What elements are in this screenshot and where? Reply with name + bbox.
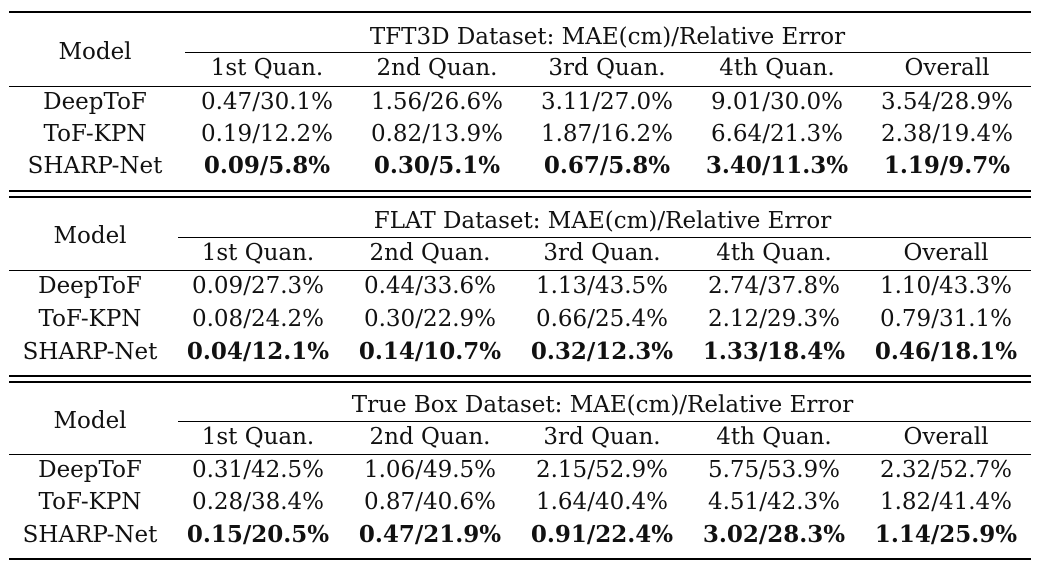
table-cell: 0.66/25.4%: [535, 306, 669, 332]
column-header: 4th Quan.: [719, 55, 835, 81]
separator-rule: [9, 196, 1031, 198]
table-cell: 0.31/42.5%: [191, 457, 325, 483]
column-header: 2nd Quan.: [369, 424, 491, 450]
separator-rule: [9, 381, 1031, 383]
title-rule: [185, 52, 1031, 53]
title-rule: [178, 237, 1031, 238]
table-cell: 1.13/43.5%: [535, 273, 669, 299]
separator-rule: [9, 190, 1031, 192]
column-header: 2nd Quan.: [376, 55, 498, 81]
table-cell: 2.74/37.8%: [707, 273, 841, 299]
table-cell-best: 0.46/18.1%: [874, 338, 1018, 365]
model-name: SHARP-Net: [22, 339, 158, 365]
table-cell-best: 0.15/20.5%: [186, 521, 330, 548]
table-title: True Box Dataset: MAE(cm)/Relative Error: [351, 392, 854, 418]
table-cell: 0.82/13.9%: [370, 121, 504, 147]
table-cell-best: 0.30/5.1%: [373, 152, 501, 179]
table-cell-best: 1.33/18.4%: [702, 338, 846, 365]
model-name: ToF-KPN: [43, 121, 147, 147]
model-name: DeepToF: [38, 457, 142, 483]
column-header: 1st Quan.: [210, 55, 324, 81]
table-cell: 3.54/28.9%: [880, 89, 1014, 115]
table-cell-best: 0.04/12.1%: [186, 338, 330, 365]
column-header: 2nd Quan.: [369, 240, 491, 266]
table-cell: 6.64/21.3%: [710, 121, 844, 147]
top-rule: [9, 11, 1031, 13]
table-cell: 0.87/40.6%: [363, 489, 497, 515]
column-header: Overall: [903, 424, 989, 450]
table-cell: 2.38/19.4%: [880, 121, 1014, 147]
model-header: Model: [53, 408, 127, 434]
column-header: 1st Quan.: [201, 240, 315, 266]
column-header: 3rd Quan.: [548, 55, 666, 81]
table-cell: 0.44/33.6%: [363, 273, 497, 299]
table-cell-best: 0.14/10.7%: [358, 338, 502, 365]
bottom-rule: [9, 558, 1031, 560]
model-name: ToF-KPN: [38, 306, 142, 332]
table-cell: 9.01/30.0%: [710, 89, 844, 115]
table-cell: 0.19/12.2%: [200, 121, 334, 147]
header-rule: [9, 270, 1031, 271]
header-rule: [9, 86, 1031, 87]
table-cell: 2.32/52.7%: [879, 457, 1013, 483]
column-header: 4th Quan.: [716, 240, 832, 266]
table-cell: 1.64/40.4%: [535, 489, 669, 515]
title-rule: [178, 421, 1031, 422]
table-cell: 3.11/27.0%: [540, 89, 674, 115]
table-cell: 0.09/27.3%: [191, 273, 325, 299]
model-name: SHARP-Net: [27, 153, 163, 179]
table-cell-best: 3.02/28.3%: [702, 521, 846, 548]
table-cell-best: 1.19/9.7%: [883, 152, 1011, 179]
column-header: Overall: [904, 55, 990, 81]
table-cell: 0.28/38.4%: [191, 489, 325, 515]
table-cell: 1.56/26.6%: [370, 89, 504, 115]
table-cell-best: 0.67/5.8%: [543, 152, 671, 179]
table-cell: 1.06/49.5%: [363, 457, 497, 483]
model-name: DeepToF: [38, 273, 142, 299]
table-cell: 2.12/29.3%: [707, 306, 841, 332]
table-title: FLAT Dataset: MAE(cm)/Relative Error: [373, 208, 832, 234]
model-header: Model: [58, 39, 132, 65]
separator-rule: [9, 375, 1031, 377]
table-cell-best: 0.91/22.4%: [530, 521, 674, 548]
model-name: SHARP-Net: [22, 522, 158, 548]
model-name: ToF-KPN: [38, 489, 142, 515]
column-header: 1st Quan.: [201, 424, 315, 450]
table-cell: 0.08/24.2%: [191, 306, 325, 332]
table-cell-best: 3.40/11.3%: [705, 152, 849, 179]
table-title: TFT3D Dataset: MAE(cm)/Relative Error: [369, 24, 846, 50]
table-cell-best: 1.14/25.9%: [874, 521, 1018, 548]
column-header: 4th Quan.: [716, 424, 832, 450]
model-name: DeepToF: [43, 89, 147, 115]
table-cell-best: 0.32/12.3%: [530, 338, 674, 365]
table-cell: 1.87/16.2%: [540, 121, 674, 147]
table-cell-best: 0.09/5.8%: [203, 152, 331, 179]
table-cell-best: 0.47/21.9%: [358, 521, 502, 548]
table-cell: 0.47/30.1%: [200, 89, 334, 115]
column-header: 3rd Quan.: [543, 424, 661, 450]
table-cell: 1.10/43.3%: [879, 273, 1013, 299]
column-header: Overall: [903, 240, 989, 266]
header-rule: [9, 454, 1031, 455]
table-cell: 1.82/41.4%: [879, 489, 1013, 515]
table-cell: 4.51/42.3%: [707, 489, 841, 515]
table-cell: 0.30/22.9%: [363, 306, 497, 332]
table-cell: 2.15/52.9%: [535, 457, 669, 483]
table-cell: 0.79/31.1%: [879, 306, 1013, 332]
column-header: 3rd Quan.: [543, 240, 661, 266]
model-header: Model: [53, 223, 127, 249]
table-cell: 5.75/53.9%: [707, 457, 841, 483]
